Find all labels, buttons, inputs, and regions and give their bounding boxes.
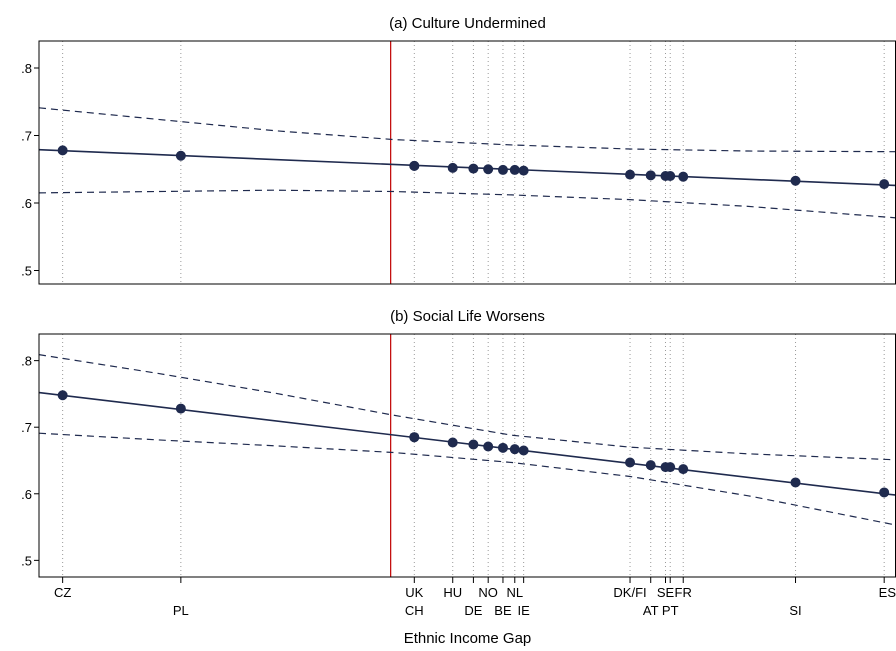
x-tick-label: FR — [675, 585, 692, 600]
data-point-no — [483, 164, 494, 175]
x-tick-label: HU — [443, 585, 462, 600]
data-point-pt — [665, 462, 676, 473]
x-tick-label: NL — [506, 585, 523, 600]
data-point-nl — [509, 444, 520, 455]
data-point-si — [790, 477, 801, 488]
confidence-band-upper — [38, 107, 896, 153]
data-point-pl — [175, 403, 186, 414]
x-tick-label: SI — [789, 603, 801, 618]
data-point-cz — [57, 390, 68, 401]
x-tick-label: DE — [464, 603, 482, 618]
data-point-no — [483, 441, 494, 452]
data-point-es — [879, 487, 890, 498]
plot-frame — [38, 333, 896, 578]
data-point-pt — [665, 171, 676, 181]
data-point-nl — [509, 164, 520, 175]
x-tick-label: ES — [879, 585, 896, 600]
confidence-band-lower — [38, 432, 896, 526]
y-tick-label: .7 — [21, 129, 32, 144]
y-tick-label: .8 — [21, 61, 32, 76]
data-point-hu — [447, 162, 458, 173]
confidence-band-upper — [38, 354, 896, 461]
fitted-line — [38, 391, 896, 496]
panel-social-life-worsens: (b) Social Life Worsens .5 .6 .7 .8 — [21, 308, 896, 578]
panel-culture-undermined: (a) Culture Undermined .5 .6 .7 .8 — [21, 15, 896, 285]
x-tick-label: CZ — [54, 585, 71, 600]
y-tick-label: .8 — [21, 354, 32, 369]
data-point-ch — [409, 160, 420, 171]
confidence-band-lower — [38, 189, 896, 219]
data-point-at — [645, 460, 656, 471]
data-point-ie — [518, 165, 529, 176]
data-point-fr — [678, 171, 689, 182]
data-point-ie — [518, 445, 529, 456]
data-point-ch — [409, 432, 420, 443]
y-tick-label: .6 — [21, 196, 32, 211]
data-point-de — [468, 163, 479, 174]
panel-a-title: (a) Culture Undermined — [389, 15, 546, 32]
data-point-be — [497, 164, 508, 175]
x-tick-label: AT — [643, 603, 659, 618]
data-point-de — [468, 439, 479, 450]
data-point-fr — [678, 464, 689, 475]
x-tick-label: CH — [405, 603, 424, 618]
data-point-dk-fi — [625, 457, 636, 468]
x-axis-label: Ethnic Income Gap — [404, 630, 532, 647]
data-point-at — [645, 170, 656, 181]
data-point-be — [497, 442, 508, 453]
x-tick-label: DK/FI — [613, 585, 646, 600]
data-point-es — [879, 179, 890, 190]
plot-frame — [38, 40, 896, 285]
data-point-dk-fi — [625, 169, 636, 180]
x-tick-label: IE — [517, 603, 530, 618]
fitted-line — [38, 148, 896, 187]
x-tick-label: BE — [494, 603, 512, 618]
data-point-hu — [447, 437, 458, 448]
data-point-si — [790, 175, 801, 186]
y-tick-label: .5 — [21, 553, 32, 568]
x-tick-label: PL — [173, 603, 189, 618]
x-tick-label: NO — [478, 585, 498, 600]
x-tick-label: PT — [662, 603, 679, 618]
panel-b-title: (b) Social Life Worsens — [390, 308, 545, 325]
x-tick-label: SE — [657, 585, 675, 600]
x-tick-label: UK — [405, 585, 423, 600]
y-tick-label: .7 — [21, 420, 32, 435]
data-point-pl — [175, 150, 186, 161]
data-point-cz — [57, 145, 68, 156]
y-tick-label: .5 — [21, 264, 32, 279]
y-tick-label: .6 — [21, 487, 32, 502]
